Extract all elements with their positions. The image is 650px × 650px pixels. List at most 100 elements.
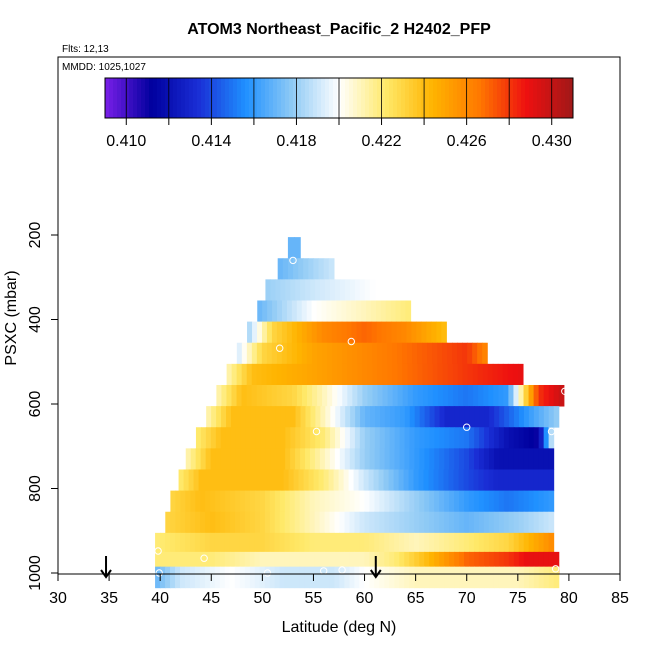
heatmap-cell (548, 448, 555, 470)
heatmap-cell (228, 469, 235, 492)
heatmap-cell (337, 384, 343, 407)
heatmap-cell (498, 469, 505, 492)
heatmap-cell (354, 279, 361, 301)
heatmap-cell (484, 406, 490, 428)
y-tick-label: 200 (27, 222, 44, 249)
heatmap-cell (260, 427, 267, 449)
heatmap-cell (319, 490, 326, 513)
heatmap-cell (395, 300, 402, 323)
heatmap-cell (437, 384, 444, 407)
heatmap-cell (256, 384, 263, 407)
heatmap-cell (364, 448, 371, 470)
heatmap-cell (250, 406, 257, 428)
heatmap-cell (434, 532, 440, 555)
heatmap-cell (257, 300, 263, 323)
heatmap-cell (220, 511, 226, 534)
heatmap-cell (179, 566, 186, 589)
heatmap-cell (402, 384, 409, 407)
heatmap-cell (361, 300, 367, 323)
heatmap-cell (271, 342, 278, 365)
heatmap-cell (444, 566, 450, 589)
heatmap-cell (453, 469, 460, 492)
heatmap-cell (379, 511, 385, 534)
heatmap-cell (364, 490, 371, 513)
heatmap-cell (306, 300, 313, 323)
heatmap-cell (339, 532, 345, 555)
colorbar-swatch (545, 78, 550, 118)
heatmap-cell (439, 551, 445, 574)
heatmap-cell (503, 551, 510, 574)
heatmap-cell (299, 566, 306, 589)
heatmap-cell (280, 427, 286, 449)
heatmap-cell (382, 363, 388, 386)
heatmap-cell (269, 490, 276, 513)
heatmap-cell (377, 384, 384, 407)
heatmap-cell (198, 469, 205, 492)
colorbar-swatch (461, 78, 466, 118)
heatmap-cell (241, 384, 248, 407)
heatmap-cell (188, 469, 195, 492)
sample-point (312, 427, 321, 436)
heatmap-cell (404, 566, 410, 589)
heatmap-cell (424, 406, 431, 428)
heatmap-cell (286, 363, 293, 386)
y-tick-label: 400 (27, 306, 44, 333)
heatmap-cell (314, 532, 321, 555)
heatmap-cell (230, 490, 236, 513)
heatmap-cell (468, 469, 475, 492)
heatmap-cell (397, 342, 403, 365)
heatmap-cell (394, 448, 401, 470)
heatmap-cell (209, 551, 216, 574)
heatmap-cell (488, 532, 495, 555)
heatmap-cell (472, 342, 478, 365)
heatmap-cell (280, 279, 286, 301)
x-tick-label: 30 (49, 590, 67, 607)
heatmap-cell (543, 469, 550, 492)
heatmap-cell (388, 469, 395, 492)
heatmap-cell (409, 448, 415, 470)
heatmap-cell (431, 321, 437, 344)
heatmap-cell (254, 551, 261, 574)
heatmap-cell (484, 427, 490, 449)
heatmap-cell (493, 384, 499, 407)
heatmap-cell (339, 566, 346, 589)
heatmap-cell (488, 384, 494, 407)
heatmap-cell (453, 384, 459, 407)
heatmap-cell (514, 406, 520, 428)
heatmap-cell (438, 469, 445, 492)
heatmap-cell (221, 384, 228, 407)
heatmap-cell (211, 406, 217, 428)
colorbar-swatch (413, 78, 418, 118)
heatmap-cell (469, 551, 475, 574)
heatmap-cell (305, 279, 311, 301)
heatmap-cell (294, 566, 301, 589)
heatmap-cell (300, 279, 306, 301)
heatmap-cell (499, 406, 505, 428)
heatmap-cell (204, 532, 211, 555)
heatmap-cell (429, 511, 435, 534)
heatmap-cell (190, 448, 197, 470)
heatmap-cell (416, 321, 422, 344)
heatmap-cell (236, 384, 243, 407)
heatmap-cell (287, 237, 295, 259)
heatmap-cell (356, 321, 363, 344)
heatmap-cell (443, 469, 450, 492)
flights-label: Flts: 12,13 (62, 44, 109, 55)
heatmap-cell (452, 363, 459, 386)
heatmap-cell (284, 566, 291, 589)
heatmap-cell (444, 448, 450, 470)
heatmap-cell (347, 363, 353, 386)
heatmap-cell (523, 566, 530, 589)
heatmap-cell (374, 490, 381, 513)
heatmap-cell (254, 532, 261, 555)
heatmap-cell (523, 490, 530, 513)
heatmap-cell (488, 448, 495, 470)
heatmap-cell (399, 406, 406, 428)
heatmap-cell (319, 448, 326, 470)
heatmap-cell (508, 448, 515, 470)
heatmap-cell (339, 511, 346, 534)
heatmap-cell (298, 469, 305, 492)
heatmap-cell (483, 511, 490, 534)
heatmap-cell (468, 490, 475, 513)
heatmap-cell (239, 566, 246, 589)
